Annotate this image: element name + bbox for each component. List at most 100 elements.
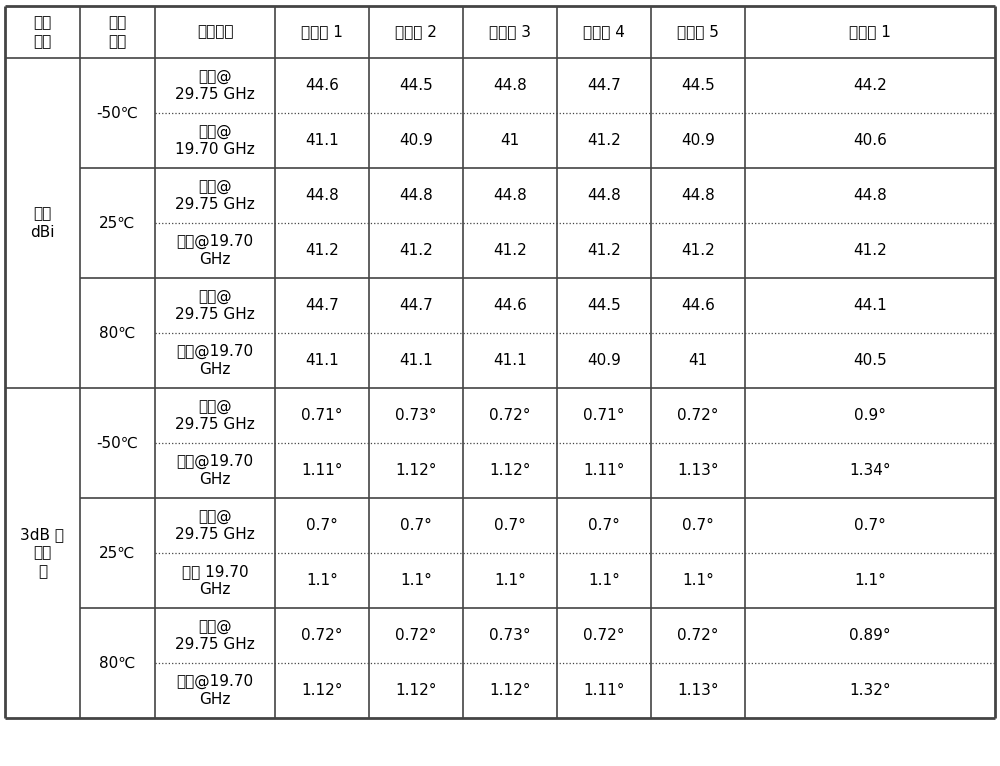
Bar <box>651 553 745 608</box>
Bar <box>745 6 995 58</box>
Bar <box>745 608 995 663</box>
Bar <box>80 58 155 168</box>
Bar <box>463 333 557 388</box>
Bar <box>557 113 651 168</box>
Bar <box>80 498 155 608</box>
Bar <box>745 168 995 223</box>
Bar <box>275 278 369 333</box>
Bar <box>651 333 745 388</box>
Text: 1.12°: 1.12° <box>395 683 437 698</box>
Text: 发射@
29.75 GHz: 发射@ 29.75 GHz <box>175 619 255 653</box>
Bar <box>5 388 80 718</box>
Text: 1.32°: 1.32° <box>849 683 891 698</box>
Text: 41.2: 41.2 <box>587 243 621 258</box>
Bar <box>5 6 80 58</box>
Bar <box>80 608 155 718</box>
Text: 对比例 1: 对比例 1 <box>849 25 891 40</box>
Text: 44.6: 44.6 <box>305 78 339 93</box>
Bar <box>369 608 463 663</box>
Bar <box>557 608 651 663</box>
Bar <box>651 58 745 113</box>
Bar <box>155 278 275 333</box>
Bar <box>369 498 463 553</box>
Text: 80℃: 80℃ <box>99 656 136 670</box>
Text: 0.9°: 0.9° <box>854 408 886 423</box>
Bar <box>745 58 995 113</box>
Text: 1.11°: 1.11° <box>301 463 343 478</box>
Bar <box>651 663 745 718</box>
Text: 0.73°: 0.73° <box>489 628 531 643</box>
Text: 0.7°: 0.7° <box>588 518 620 533</box>
Bar <box>651 498 745 553</box>
Bar <box>80 6 155 58</box>
Bar <box>369 113 463 168</box>
Bar <box>651 388 745 443</box>
Bar <box>557 58 651 113</box>
Text: 80℃: 80℃ <box>99 326 136 341</box>
Bar <box>745 223 995 278</box>
Text: 接收@19.70
GHz: 接收@19.70 GHz <box>176 234 254 267</box>
Bar <box>651 278 745 333</box>
Bar <box>275 388 369 443</box>
Text: 0.7°: 0.7° <box>682 518 714 533</box>
Bar <box>155 553 275 608</box>
Text: 实施例 5: 实施例 5 <box>677 25 719 40</box>
Bar <box>745 553 995 608</box>
Text: 0.72°: 0.72° <box>395 628 437 643</box>
Bar <box>275 333 369 388</box>
Bar <box>651 608 745 663</box>
Text: 25℃: 25℃ <box>99 215 136 231</box>
Text: 对比
项目: 对比 项目 <box>33 15 52 49</box>
Text: 1.12°: 1.12° <box>489 463 531 478</box>
Bar <box>463 608 557 663</box>
Bar <box>651 6 745 58</box>
Text: 44.5: 44.5 <box>399 78 433 93</box>
Bar <box>275 498 369 553</box>
Bar <box>463 223 557 278</box>
Bar <box>557 278 651 333</box>
Text: 40.9: 40.9 <box>399 133 433 148</box>
Bar <box>557 223 651 278</box>
Bar <box>275 443 369 498</box>
Text: 发射@
29.75 GHz: 发射@ 29.75 GHz <box>175 178 255 212</box>
Bar <box>463 58 557 113</box>
Bar <box>745 498 995 553</box>
Bar <box>557 443 651 498</box>
Bar <box>557 663 651 718</box>
Text: 实施例 2: 实施例 2 <box>395 25 437 40</box>
Text: 1.12°: 1.12° <box>301 683 343 698</box>
Text: 44.8: 44.8 <box>493 78 527 93</box>
Text: 1.1°: 1.1° <box>682 573 714 588</box>
Text: 1.1°: 1.1° <box>588 573 620 588</box>
Bar <box>369 58 463 113</box>
Bar <box>369 663 463 718</box>
Bar <box>557 333 651 388</box>
Text: 接收@19.70
GHz: 接收@19.70 GHz <box>176 673 254 708</box>
Bar <box>80 388 155 498</box>
Text: -50℃: -50℃ <box>97 106 138 120</box>
Bar <box>745 278 995 333</box>
Text: 41.2: 41.2 <box>399 243 433 258</box>
Text: 40.9: 40.9 <box>587 353 621 368</box>
Bar <box>557 168 651 223</box>
Text: 0.72°: 0.72° <box>301 628 343 643</box>
Text: 41.2: 41.2 <box>681 243 715 258</box>
Text: 40.9: 40.9 <box>681 133 715 148</box>
Bar <box>155 168 275 223</box>
Text: 41.2: 41.2 <box>305 243 339 258</box>
Text: 44.8: 44.8 <box>399 188 433 203</box>
Text: 0.72°: 0.72° <box>489 408 531 423</box>
Text: 0.7°: 0.7° <box>400 518 432 533</box>
Text: 实施例 1: 实施例 1 <box>301 25 343 40</box>
Text: 41.1: 41.1 <box>305 133 339 148</box>
Text: 44.6: 44.6 <box>681 298 715 313</box>
Text: 发射@
29.75 GHz: 发射@ 29.75 GHz <box>175 289 255 322</box>
Text: 0.72°: 0.72° <box>677 408 719 423</box>
Bar <box>275 6 369 58</box>
Text: 44.8: 44.8 <box>587 188 621 203</box>
Bar <box>275 58 369 113</box>
Text: 1.1°: 1.1° <box>306 573 338 588</box>
Text: 41.1: 41.1 <box>305 353 339 368</box>
Text: 实施例 4: 实施例 4 <box>583 25 625 40</box>
Bar <box>275 168 369 223</box>
